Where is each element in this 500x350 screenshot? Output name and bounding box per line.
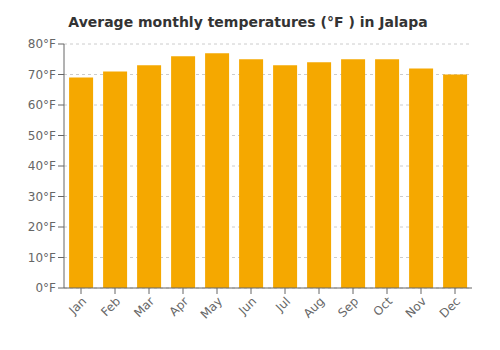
html-text:Average monthly temperatures (: Average monthly temperatures (°F ) in Ja… (68, 14, 428, 30)
svg-text:Mar: Mar (131, 294, 157, 320)
svg-text:60°F: 60°F (28, 98, 56, 112)
svg-text:20°F: 20°F (28, 220, 56, 234)
svg-text:Nov: Nov (403, 294, 429, 320)
svg-text:80°F: 80°F (28, 37, 56, 51)
svg-text:Jul: Jul (272, 294, 293, 315)
svg-text:Aug: Aug (301, 294, 327, 320)
svg-text:30°F: 30°F (28, 190, 56, 204)
svg-text:10°F: 10°F (28, 251, 56, 265)
svg-text:50°F: 50°F (28, 129, 56, 143)
svg-text:Jan: Jan (65, 294, 89, 318)
svg-text:40°F: 40°F (28, 159, 56, 173)
svg-text:May: May (198, 294, 225, 321)
svg-text:Oct: Oct (371, 294, 396, 319)
svg-text:Dec: Dec (437, 294, 463, 320)
svg-text:Sep: Sep (335, 294, 361, 320)
svg-text:Feb: Feb (98, 294, 123, 319)
svg-text:Apr: Apr (167, 294, 192, 319)
svg-text:Jun: Jun (235, 294, 259, 318)
svg-text:0°F: 0°F (35, 281, 56, 295)
svg-text:70°F: 70°F (28, 68, 56, 82)
